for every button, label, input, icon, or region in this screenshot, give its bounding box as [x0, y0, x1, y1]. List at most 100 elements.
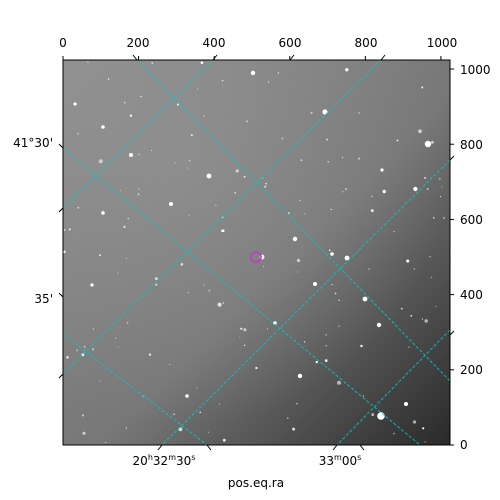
star — [426, 187, 429, 191]
star — [266, 328, 269, 330]
star — [336, 380, 342, 385]
star — [188, 215, 190, 217]
star — [207, 431, 209, 433]
star — [68, 228, 71, 231]
star — [151, 62, 154, 64]
star — [155, 283, 158, 286]
star — [189, 160, 191, 162]
star — [245, 120, 248, 123]
star — [99, 254, 101, 257]
bright-star — [101, 125, 105, 129]
star — [438, 177, 441, 180]
star — [265, 182, 267, 185]
star — [328, 249, 331, 252]
star — [208, 289, 211, 292]
star — [180, 263, 184, 266]
grid-line — [63, 60, 382, 375]
star — [99, 380, 101, 382]
bright-star — [376, 322, 382, 328]
star — [439, 196, 442, 198]
star — [410, 314, 413, 317]
star — [138, 153, 140, 156]
star — [324, 359, 328, 362]
grid-line — [161, 159, 450, 445]
bright-star — [330, 252, 334, 256]
star — [239, 336, 241, 338]
star — [393, 432, 395, 435]
star — [315, 360, 318, 364]
star — [287, 417, 289, 419]
coord-tick — [58, 373, 64, 379]
top-tick-label: 400 — [203, 36, 226, 50]
star — [120, 190, 122, 192]
star — [408, 346, 410, 348]
star — [400, 307, 403, 310]
star — [263, 265, 265, 267]
axis-ticks — [58, 54, 455, 451]
bright-star — [322, 109, 328, 115]
star — [358, 112, 360, 114]
star — [300, 159, 303, 162]
top-tick-label: 0 — [59, 36, 67, 50]
star — [187, 291, 189, 293]
star — [424, 319, 428, 323]
coord-tick — [449, 155, 455, 161]
star-field — [63, 61, 445, 443]
star — [406, 259, 410, 263]
star — [221, 79, 224, 82]
coord-tick — [289, 54, 295, 61]
star — [77, 206, 80, 209]
coord-tick — [58, 143, 64, 149]
star — [81, 414, 84, 417]
star — [299, 199, 301, 202]
star — [117, 272, 119, 274]
star — [217, 302, 222, 307]
star — [413, 186, 418, 192]
star — [66, 356, 69, 359]
star — [243, 344, 246, 346]
star — [413, 268, 415, 270]
star — [98, 159, 103, 164]
bright-star — [169, 202, 173, 206]
star — [92, 328, 94, 330]
star — [433, 217, 435, 219]
bright-star — [380, 168, 384, 172]
star — [173, 413, 175, 416]
right-tick-label: 400 — [460, 288, 483, 302]
top-pixel-axis: 0 200 400 600 800 1000 — [59, 36, 457, 50]
right-tick-label: 1000 — [460, 63, 491, 77]
grid-line — [336, 329, 450, 445]
star — [126, 321, 129, 324]
right-pixel-axis: 0 200 400 600 800 1000 — [460, 63, 491, 452]
coord-tick — [332, 444, 338, 451]
right-tick-label: 800 — [460, 138, 483, 152]
star — [151, 149, 153, 151]
top-tick-label: 800 — [355, 36, 378, 50]
star — [123, 101, 126, 104]
star — [370, 209, 374, 213]
coord-tick — [58, 207, 64, 213]
star — [87, 61, 89, 63]
bright-star — [313, 282, 317, 286]
coord-tick — [380, 54, 386, 61]
coordinate-grid — [63, 60, 450, 445]
star — [325, 345, 327, 347]
coord-tick — [157, 444, 163, 451]
star — [221, 216, 224, 219]
star — [396, 139, 399, 142]
star — [221, 229, 225, 233]
dec-tick-label: 41°30' — [13, 136, 53, 150]
bright-star — [297, 373, 303, 379]
bright-star — [292, 236, 298, 242]
right-tick-label: 600 — [460, 213, 483, 227]
star — [424, 176, 427, 180]
star — [140, 95, 142, 98]
star — [371, 413, 375, 417]
star — [303, 341, 306, 343]
star — [341, 156, 344, 159]
star — [196, 387, 198, 389]
ra-tick-label-2: 33m00s — [319, 453, 362, 468]
star — [371, 195, 373, 197]
coord-tick — [359, 444, 365, 451]
